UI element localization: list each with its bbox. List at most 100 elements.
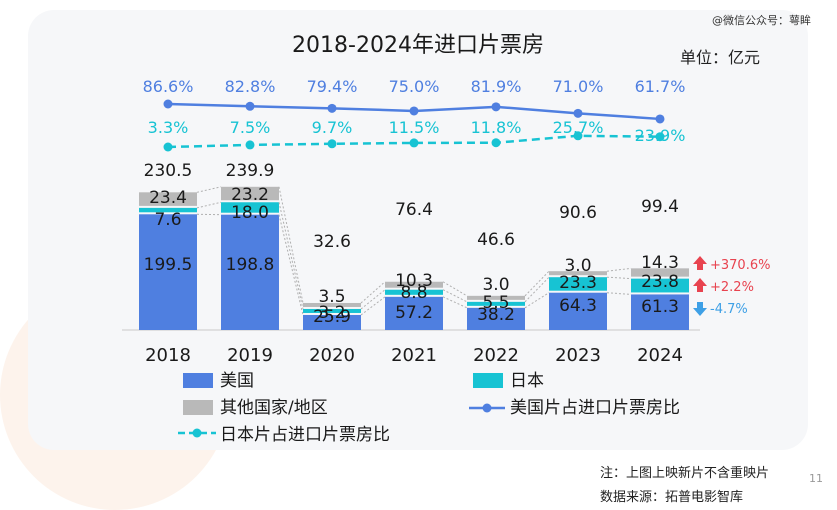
x-tick-2023: 2023 bbox=[555, 345, 601, 366]
point-jp-2019 bbox=[245, 140, 255, 150]
connector-1-s0 bbox=[278, 214, 304, 316]
legend-label-us-share: 美国片占进口片票房比 bbox=[510, 398, 680, 418]
connector-0-s2 bbox=[196, 186, 222, 193]
change-label-0: +370.6% bbox=[710, 258, 770, 273]
bar-2021-s2 bbox=[385, 281, 443, 288]
point-label-jp-2023: 25.7% bbox=[553, 118, 604, 137]
bar-label-2023-s2: 3.0 bbox=[564, 256, 591, 276]
point-jp-2020 bbox=[327, 139, 337, 149]
point-us-2018 bbox=[163, 99, 173, 109]
bar-2020-s0 bbox=[303, 314, 361, 330]
bar-label-2022-s1: 5.5 bbox=[482, 293, 509, 313]
change-label-1: +2.2% bbox=[710, 280, 754, 295]
point-label-us-2023: 71.0% bbox=[553, 77, 604, 96]
bar-label-2024-s0: 61.3 bbox=[641, 297, 679, 317]
point-us-2020 bbox=[327, 103, 337, 113]
connector-5-s2 bbox=[606, 267, 632, 272]
connector-0-s1 bbox=[196, 201, 222, 209]
bar-2021-s0 bbox=[385, 296, 443, 330]
bar-label-2024-s2: 14.3 bbox=[641, 253, 679, 273]
point-jp-2023 bbox=[573, 131, 583, 141]
connector-1-s1 bbox=[278, 202, 304, 310]
x-tick-2018: 2018 bbox=[145, 345, 191, 366]
point-us-2019 bbox=[245, 101, 255, 111]
bar-2020-s2 bbox=[303, 302, 361, 307]
x-tick-2022: 2022 bbox=[473, 345, 519, 366]
legend-label-jp: 日本 bbox=[510, 371, 544, 391]
x-tick-2024: 2024 bbox=[637, 345, 683, 366]
bar-label-2019-s0: 198.8 bbox=[226, 255, 275, 275]
bar-2018-s2 bbox=[139, 192, 197, 206]
connector-3-s2 bbox=[442, 281, 468, 297]
legend-marker-jp bbox=[192, 428, 202, 438]
point-label-jp-2024: 23.9% bbox=[635, 126, 686, 145]
bar-2019-s2 bbox=[221, 186, 279, 201]
point-label-jp-2021: 11.5% bbox=[389, 118, 440, 137]
footnote-source: 数据来源：拓普电影智库 bbox=[600, 490, 744, 505]
legend-swatch-us bbox=[183, 373, 213, 388]
legend-label-us: 美国 bbox=[220, 371, 254, 391]
point-label-jp-2022: 11.8% bbox=[471, 118, 522, 137]
connector-4-s1 bbox=[524, 276, 550, 303]
connector-5-s0 bbox=[606, 292, 632, 295]
total-label-2022: 46.6 bbox=[477, 230, 515, 250]
bar-2018-s0 bbox=[139, 214, 197, 330]
bar-2018-s1 bbox=[139, 207, 197, 213]
bar-label-2022-s2: 3.0 bbox=[482, 275, 509, 295]
footnote-note: 注：上图上映新片不含重映片 bbox=[600, 466, 770, 481]
total-label-2018: 230.5 bbox=[144, 161, 193, 181]
point-us-2024 bbox=[655, 114, 665, 124]
point-label-us-2024: 61.7% bbox=[635, 77, 686, 96]
legend-swatch-jp bbox=[473, 373, 503, 388]
legend-swatch-other bbox=[183, 400, 213, 415]
unit-label: 单位：亿元 bbox=[680, 48, 760, 67]
connector-2-s2 bbox=[360, 281, 386, 304]
connector-3-s1 bbox=[442, 289, 468, 303]
bar-2024-s2 bbox=[631, 268, 689, 277]
watermark: @微信公众号：萼眸 bbox=[712, 14, 811, 27]
bar-label-2021-s0: 57.2 bbox=[395, 303, 433, 323]
connector-4-s2 bbox=[524, 270, 550, 297]
bar-2021-s1 bbox=[385, 289, 443, 295]
total-label-2024: 99.4 bbox=[641, 197, 679, 217]
connector-2-s1 bbox=[360, 289, 386, 310]
connector-4-s0 bbox=[524, 292, 550, 309]
x-tick-2019: 2019 bbox=[227, 345, 273, 366]
point-us-2021 bbox=[409, 106, 419, 116]
point-jp-2018 bbox=[163, 142, 173, 152]
total-label-2023: 90.6 bbox=[559, 203, 597, 223]
page-number: 11 bbox=[809, 472, 823, 485]
point-jp-2021 bbox=[409, 138, 419, 148]
point-label-jp-2020: 9.7% bbox=[312, 118, 353, 137]
connector-2-s0 bbox=[360, 296, 386, 316]
bar-label-2023-s0: 64.3 bbox=[559, 296, 597, 316]
point-label-us-2019: 82.8% bbox=[225, 77, 276, 96]
bar-2023-s1 bbox=[549, 277, 607, 291]
point-us-2022 bbox=[491, 102, 501, 112]
arrow-up-icon bbox=[693, 256, 707, 270]
bar-label-2018-s0: 199.5 bbox=[144, 255, 193, 275]
bar-label-2019-s1: 18.0 bbox=[231, 203, 269, 223]
bar-label-2023-s1: 23.3 bbox=[559, 273, 597, 293]
bar-2020-s1 bbox=[303, 308, 361, 313]
point-label-us-2018: 86.6% bbox=[143, 77, 194, 96]
legend-label-jp-share: 日本片占进口片票房比 bbox=[220, 425, 390, 445]
connector-1-s2 bbox=[278, 186, 304, 304]
bar-label-2020-s1: 3.2 bbox=[318, 303, 345, 323]
bar-label-2022-s0: 38.2 bbox=[477, 305, 515, 325]
bar-2022-s2 bbox=[467, 295, 525, 300]
change-label-2: -4.7% bbox=[710, 302, 748, 317]
total-label-2021: 76.4 bbox=[395, 200, 433, 220]
point-jp-2022 bbox=[491, 138, 501, 148]
bar-label-2019-s2: 23.2 bbox=[231, 185, 269, 205]
arrow-up-icon bbox=[693, 278, 707, 292]
point-label-us-2022: 81.9% bbox=[471, 77, 522, 96]
bar-label-2024-s1: 23.8 bbox=[641, 272, 679, 292]
bar-2024-s0 bbox=[631, 294, 689, 330]
point-jp-2024 bbox=[655, 132, 665, 142]
legend-marker-us bbox=[482, 403, 492, 413]
bar-label-2020-s0: 25.9 bbox=[313, 307, 351, 327]
legend-label-other: 其他国家/地区 bbox=[220, 398, 328, 418]
point-label-us-2020: 79.4% bbox=[307, 77, 358, 96]
